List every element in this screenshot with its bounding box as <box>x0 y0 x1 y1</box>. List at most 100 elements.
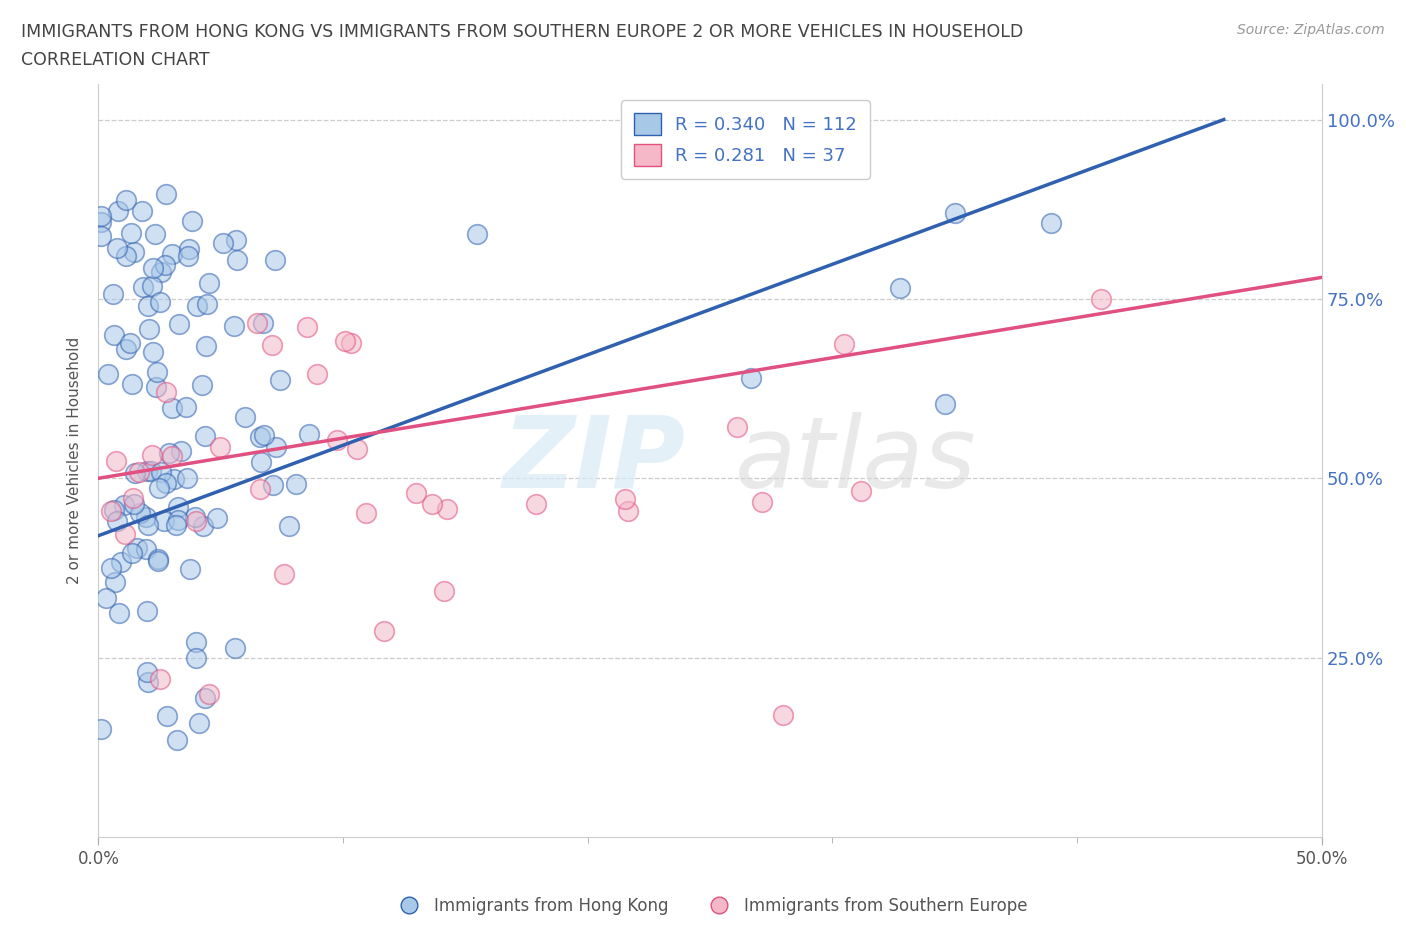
Point <box>120 225 142 240</box>
Point <box>149 294 172 309</box>
Point <box>121 546 143 561</box>
Point <box>141 464 163 479</box>
Point <box>205 511 228 525</box>
Point <box>101 286 124 301</box>
Point <box>135 604 157 618</box>
Point <box>524 497 547 512</box>
Point <box>333 333 356 348</box>
Point <box>184 634 207 649</box>
Point <box>90 208 112 223</box>
Point <box>340 336 363 351</box>
Point <box>617 504 640 519</box>
Point <box>97 366 120 381</box>
Point <box>197 275 219 290</box>
Text: CORRELATION CHART: CORRELATION CHART <box>21 51 209 69</box>
Point <box>155 475 177 490</box>
Point <box>128 506 150 521</box>
Point <box>122 245 145 259</box>
Point <box>136 675 159 690</box>
Point <box>176 471 198 485</box>
Point <box>166 733 188 748</box>
Point <box>136 464 159 479</box>
Point <box>152 513 174 528</box>
Point <box>136 299 159 313</box>
Point <box>131 204 153 219</box>
Point <box>250 455 273 470</box>
Point <box>194 690 217 705</box>
Point <box>141 279 163 294</box>
Point <box>121 377 143 392</box>
Point <box>155 384 177 399</box>
Point <box>249 482 271 497</box>
Point <box>298 426 321 441</box>
Point <box>264 440 287 455</box>
Point <box>249 430 271 445</box>
Point <box>225 232 247 247</box>
Point <box>156 708 179 723</box>
Point <box>943 206 966 220</box>
Point <box>177 248 200 263</box>
Point <box>148 551 170 566</box>
Y-axis label: 2 or more Vehicles in Household: 2 or more Vehicles in Household <box>67 337 83 584</box>
Point <box>326 432 349 447</box>
Point <box>277 518 299 533</box>
Point <box>132 279 155 294</box>
Point <box>465 227 488 242</box>
Text: ZIP: ZIP <box>502 412 686 509</box>
Point <box>212 236 235 251</box>
Point <box>186 299 208 313</box>
Point <box>142 261 165 276</box>
Point <box>191 519 214 534</box>
Point <box>260 338 283 352</box>
Point <box>253 428 276 443</box>
Point <box>104 575 127 590</box>
Point <box>90 722 112 737</box>
Point <box>194 339 217 353</box>
Point <box>105 454 128 469</box>
Point <box>181 214 204 229</box>
Point <box>197 686 219 701</box>
Point <box>436 502 458 517</box>
Point <box>124 466 146 481</box>
Point <box>284 476 307 491</box>
Text: IMMIGRANTS FROM HONG KONG VS IMMIGRANTS FROM SOUTHERN EUROPE 2 OR MORE VEHICLES : IMMIGRANTS FROM HONG KONG VS IMMIGRANTS … <box>21 23 1024 41</box>
Point <box>115 193 138 207</box>
Point <box>356 505 378 520</box>
Point <box>934 396 956 411</box>
Point <box>146 365 169 379</box>
Point <box>141 447 163 462</box>
Point <box>114 526 136 541</box>
Point <box>108 605 131 620</box>
Point <box>433 584 456 599</box>
Point <box>122 491 145 506</box>
Point <box>1040 216 1063 231</box>
Point <box>125 540 148 555</box>
Point <box>725 419 748 434</box>
Point <box>136 665 159 680</box>
Point <box>115 341 138 356</box>
Point <box>128 465 150 480</box>
Point <box>103 327 125 342</box>
Point <box>233 409 256 424</box>
Point <box>90 215 112 230</box>
Point <box>184 509 207 524</box>
Point <box>849 484 872 498</box>
Point <box>169 316 191 331</box>
Point <box>193 429 215 444</box>
Point <box>262 478 284 493</box>
Point <box>186 514 208 529</box>
Point <box>889 281 911 296</box>
Point <box>138 322 160 337</box>
Point <box>142 344 165 359</box>
Point <box>269 372 291 387</box>
Point <box>157 445 180 460</box>
Point <box>224 641 246 656</box>
Point <box>135 541 157 556</box>
Point <box>160 448 183 463</box>
Point <box>179 562 201 577</box>
Point <box>100 503 122 518</box>
Point <box>751 494 773 509</box>
Point <box>191 377 214 392</box>
Point <box>143 227 166 242</box>
Point <box>107 204 129 219</box>
